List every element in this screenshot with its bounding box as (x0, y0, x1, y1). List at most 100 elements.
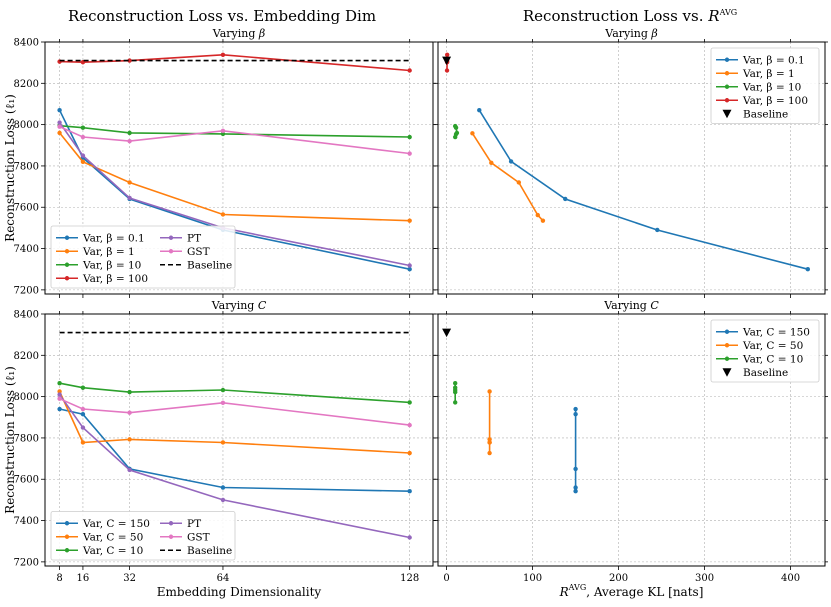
data-point (407, 535, 412, 540)
panel-subtitle: Varying C (211, 299, 267, 312)
data-point (57, 406, 62, 412)
data-point (127, 389, 132, 395)
legend-label: Var, β = 1 (742, 68, 795, 80)
data-point (80, 406, 86, 412)
y-axis-label: Reconstruction Loss (ℓ₁) (3, 94, 17, 242)
series-var-c-150 (573, 406, 578, 494)
data-point (57, 107, 62, 113)
plot-frame (44, 313, 434, 567)
legend-swatch-marker (724, 343, 730, 348)
legend-label: Var, β = 1 (82, 246, 135, 258)
y-tick-label: 8400 (14, 38, 39, 49)
legend-swatch-marker (722, 109, 732, 119)
series-var-c-50-line (58, 391, 410, 454)
series-gst (57, 396, 412, 428)
data-point (57, 380, 62, 386)
legend-item: Baseline (722, 367, 788, 379)
x-tick-label: 300 (695, 573, 714, 584)
series-var-c-10-line (59, 382, 410, 404)
legend-label: Var, β = 100 (82, 273, 148, 285)
data-point (80, 134, 86, 140)
legend-swatch-marker (64, 235, 70, 240)
y-tick-label: 8200 (14, 79, 39, 90)
data-point (220, 52, 226, 58)
data-point (453, 125, 459, 130)
data-point (80, 159, 86, 165)
data-point (80, 125, 86, 130)
data-point (487, 440, 492, 445)
x-tick-label: 8 (56, 573, 62, 584)
data-point (57, 392, 62, 397)
data-point (407, 263, 412, 268)
subtitle-variable: C (258, 299, 267, 312)
data-point (220, 497, 226, 503)
data-point (407, 450, 412, 456)
left-column-title: Reconstruction Loss vs. Embedding Dim (68, 7, 376, 25)
subtitle-prefix: Varying (212, 27, 259, 40)
legend-label: Var, C = 50 (742, 340, 803, 352)
legend-item: PT (160, 518, 201, 530)
legend-swatch-marker (724, 57, 730, 62)
data-point (57, 120, 62, 125)
y-tick-label: 7200 (14, 285, 39, 296)
x-tick-label: 128 (400, 573, 419, 584)
series-gst-line (59, 397, 410, 426)
x-tick-label: 0 (443, 573, 449, 584)
legend-item: Var, C = 10 (56, 545, 143, 557)
data-point (407, 267, 412, 272)
series-group (57, 331, 412, 540)
y-tick-label: 8000 (14, 120, 39, 131)
legend-box (710, 319, 820, 383)
legend-swatch-marker (64, 249, 70, 254)
ticks: 8 16 32 64 128 7200 7400 7600 7800 8000 8200 8400 (14, 310, 436, 584)
series-group (57, 52, 412, 272)
plot-frame (44, 41, 434, 295)
legend-label: Var, C = 50 (82, 531, 143, 543)
legend-label: GST (187, 246, 210, 258)
data-point (487, 389, 492, 394)
legend-item: Var, C = 50 (716, 340, 803, 352)
panel-kl-c: Varying C 0 100 200 300 400 RAVG, Average KL [… (434, 299, 828, 599)
series-gst (57, 124, 412, 156)
legend-swatch-marker (722, 368, 732, 377)
series-var-100-line (59, 53, 410, 72)
data-point (445, 52, 450, 58)
legend-box (50, 225, 236, 289)
series-var-10 (453, 123, 460, 140)
legend-label: Var, β = 100 (742, 95, 808, 107)
legend-item: Var, β = 0.1 (716, 54, 805, 66)
data-point (220, 131, 226, 137)
legend-box (710, 47, 820, 124)
legend-swatch-marker (64, 276, 70, 281)
legend-swatch-marker (168, 534, 174, 539)
x-tick-label: 32 (123, 573, 136, 584)
data-point (220, 212, 226, 217)
subtitle-variable: C (650, 299, 659, 312)
data-point (407, 218, 412, 223)
data-point (453, 134, 458, 140)
data-point (127, 58, 132, 63)
subtitle-prefix: Varying (211, 299, 258, 312)
data-point (127, 467, 132, 473)
baseline-marker (442, 328, 452, 338)
legend-label: Baseline (743, 108, 788, 120)
legend-label: Var, C = 150 (82, 518, 150, 530)
series-var-c-50 (487, 389, 492, 456)
ticks: 0 100 200 300 400 (434, 311, 828, 584)
data-point (453, 387, 458, 393)
data-point (80, 411, 86, 417)
legend-swatch-marker (64, 262, 70, 267)
legend-item: GST (160, 531, 210, 543)
right-column-title: Reconstruction Loss vs. RAVG (523, 7, 737, 25)
data-point (573, 406, 578, 412)
series-baseline (442, 328, 452, 338)
data-point (444, 68, 450, 73)
legend-item: Var, C = 50 (56, 531, 143, 543)
y-axis-label: Reconstruction Loss (ℓ₁) (3, 366, 17, 514)
series-var-0-1-line (478, 109, 809, 270)
legend-swatch-marker (64, 534, 70, 539)
data-point (477, 107, 482, 113)
